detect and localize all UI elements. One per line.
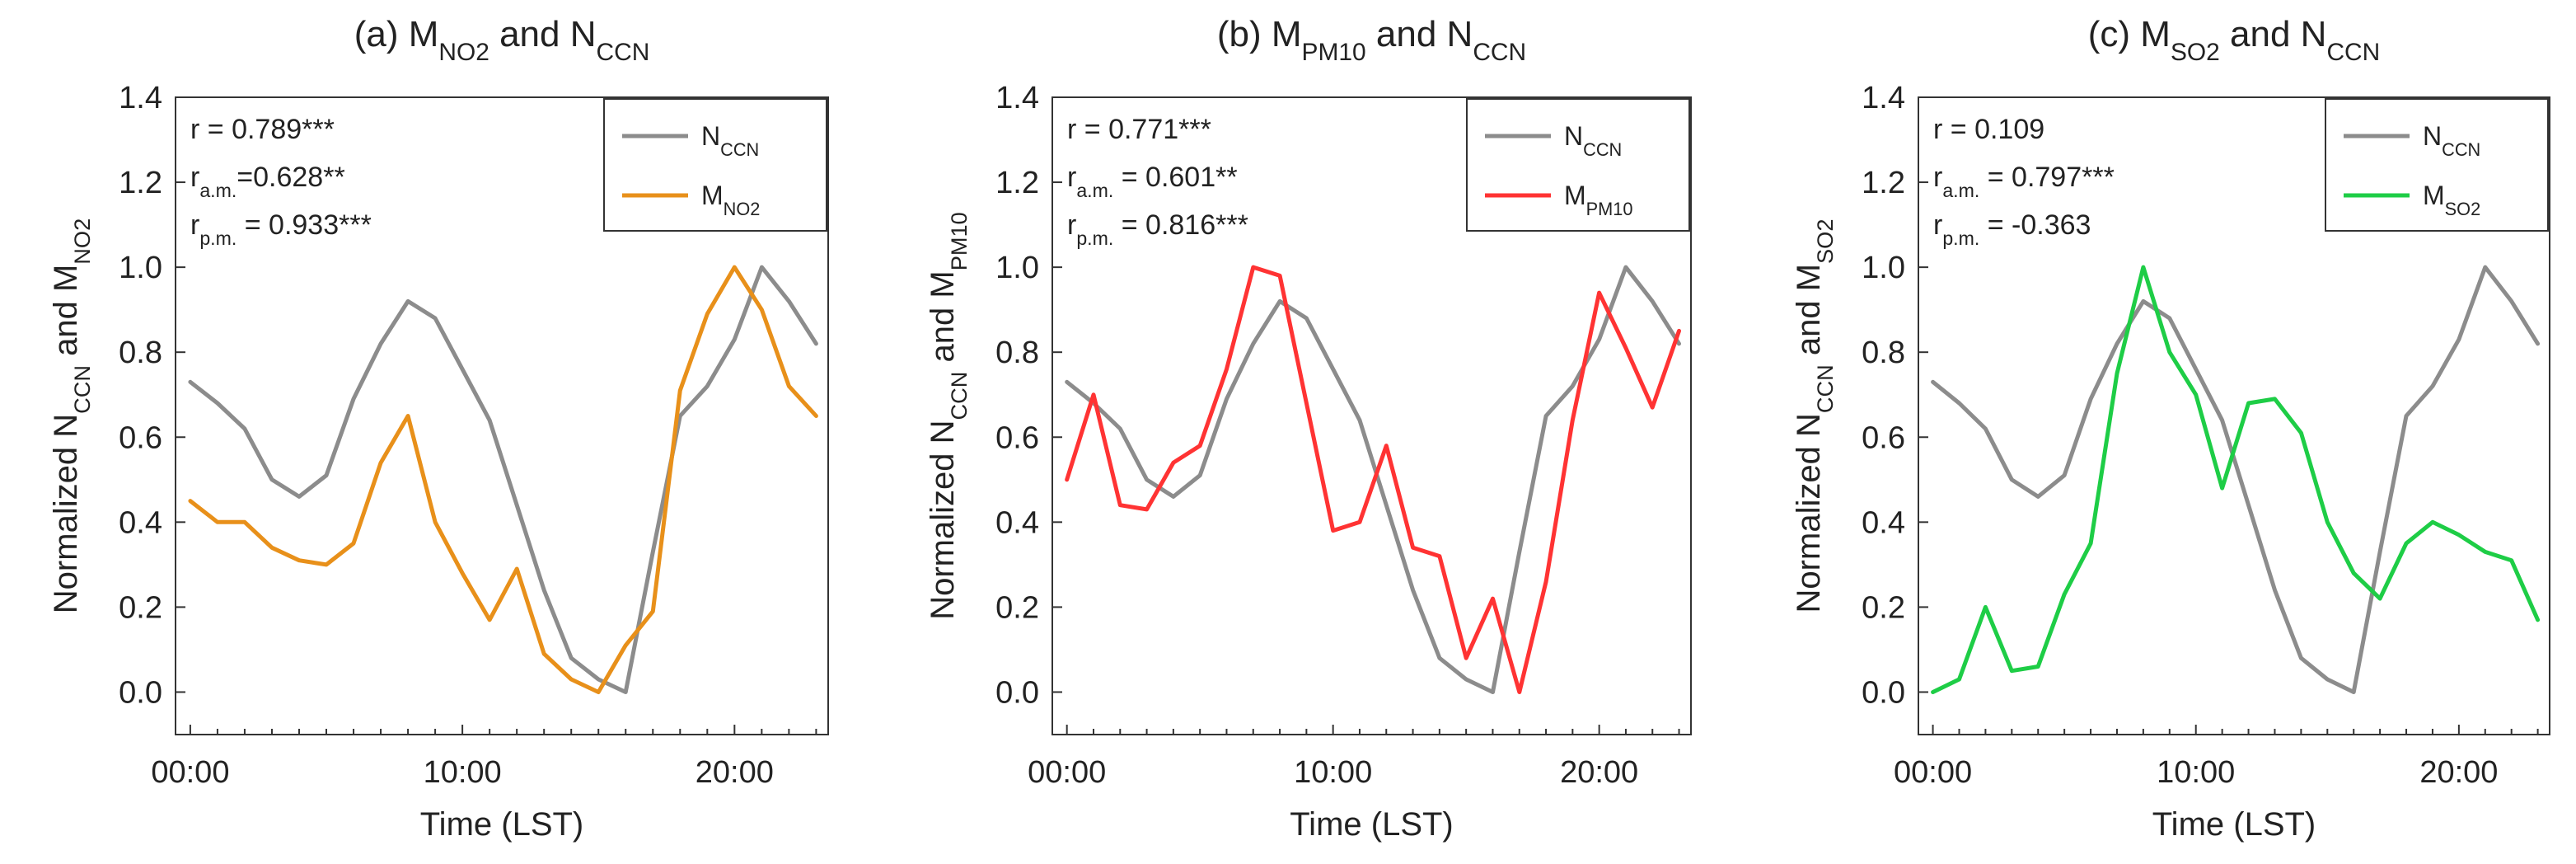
y-tick-label: 0.6 [1862, 420, 1905, 455]
y-tick-label: 0.0 [119, 675, 162, 710]
correlation-stat: rp.m. = 0.816*** [1067, 209, 1248, 249]
legend: NCCN MNO2 [603, 98, 827, 232]
y-tick-label: 0.8 [1862, 336, 1905, 370]
legend: NCCN MSO2 [2325, 98, 2549, 232]
y-tick-label: 0.4 [119, 505, 162, 540]
series-line-mass [1931, 265, 2541, 694]
legend-label: NCCN [701, 121, 759, 160]
y-tick-label: 0.0 [995, 675, 1039, 710]
y-tick-label: 0.8 [119, 336, 162, 370]
legend-label: NCCN [2423, 121, 2480, 160]
x-tick-label: 00:00 [1028, 755, 1106, 790]
legend: NCCN MPM10 [1466, 98, 1690, 232]
x-tick-label: 10:00 [2157, 755, 2235, 790]
x-tick-label: 00:00 [151, 755, 229, 790]
plot-frame [1918, 96, 2550, 735]
x-tick-label: 20:00 [2419, 755, 2498, 790]
series-line-nccn [188, 265, 818, 694]
chart-title: (a) MNO2 and NCCN [354, 14, 650, 66]
y-tick-label: 1.2 [119, 166, 162, 200]
correlation-stat: rp.m. = -0.363 [1933, 209, 2091, 249]
legend-label: NCCN [1564, 121, 1622, 160]
x-tick-label: 00:00 [1894, 755, 1972, 790]
y-tick-label: 1.4 [1862, 81, 1905, 115]
y-tick-label: 0.6 [995, 420, 1039, 455]
plot-frame [1051, 96, 1692, 735]
x-tick-label: 10:00 [424, 755, 502, 790]
y-tick-label: 0.2 [119, 590, 162, 625]
correlation-stat: r = 0.109 [1933, 114, 2044, 145]
x-tick-label: 10:00 [1294, 755, 1372, 790]
y-tick-label: 1.0 [1862, 251, 1905, 285]
y-tick-label: 0.6 [119, 420, 162, 455]
x-axis-label: Time (LST) [420, 806, 584, 843]
correlation-stat: r = 0.789*** [190, 114, 335, 145]
correlation-stat: ra.m.=0.628** [190, 162, 345, 201]
y-tick-label: 1.4 [995, 81, 1039, 115]
panel-b: (b) MPM10 and NCCN 0.0 0.2 0.4 0.6 0.8 1.0 1.2 1… [925, 14, 1692, 843]
legend-box [2325, 98, 2549, 232]
y-tick-label: 1.0 [119, 251, 162, 285]
x-tick-label: 20:00 [1560, 755, 1638, 790]
y-axis-label: Normalized NCCN and MPM10 [925, 212, 972, 620]
legend-box [1466, 98, 1690, 232]
correlation-stat: ra.m. = 0.601** [1067, 162, 1238, 201]
series-line-mass [1065, 265, 1681, 694]
series-line-nccn [1931, 265, 2541, 694]
plot-frame [175, 96, 829, 735]
y-tick-label: 0.8 [995, 336, 1039, 370]
y-tick-label: 1.4 [119, 81, 162, 115]
panel-c: (c) MSO2 and NCCN 0.0 0.2 0.4 0.6 0.8 1.0 1.2 1.… [1791, 14, 2550, 843]
series-line-mass [188, 265, 818, 694]
correlation-stat: r = 0.771*** [1067, 114, 1211, 145]
y-tick-label: 0.2 [1862, 590, 1905, 625]
series-line-nccn [1065, 265, 1681, 694]
chart-title: (c) MSO2 and NCCN [2088, 14, 2380, 66]
y-tick-label: 0.4 [995, 505, 1039, 540]
legend-box [603, 98, 827, 232]
legend-label: MPM10 [1564, 181, 1632, 219]
correlation-stat: ra.m. = 0.797*** [1933, 162, 2115, 201]
panel-a: (a) MNO2 and NCCN 0.0 0.2 0.4 0.6 0.8 1.0 1.2 1.… [48, 14, 829, 843]
correlation-stat: rp.m. = 0.933*** [190, 209, 372, 249]
y-tick-label: 0.4 [1862, 505, 1905, 540]
x-axis-label: Time (LST) [1290, 806, 1454, 843]
legend-label: MSO2 [2423, 181, 2480, 219]
x-axis-label: Time (LST) [2152, 806, 2316, 843]
y-tick-label: 1.0 [995, 251, 1039, 285]
y-axis-label: Normalized NCCN and MNO2 [48, 218, 95, 613]
x-tick-label: 20:00 [696, 755, 774, 790]
y-axis-label: Normalized NCCN and MSO2 [1791, 219, 1838, 613]
y-tick-label: 0.2 [995, 590, 1039, 625]
chart-title: (b) MPM10 and NCCN [1217, 14, 1526, 66]
legend-label: MNO2 [701, 181, 760, 219]
y-tick-label: 1.2 [1862, 166, 1905, 200]
y-tick-label: 1.2 [995, 166, 1039, 200]
y-tick-label: 0.0 [1862, 675, 1905, 710]
